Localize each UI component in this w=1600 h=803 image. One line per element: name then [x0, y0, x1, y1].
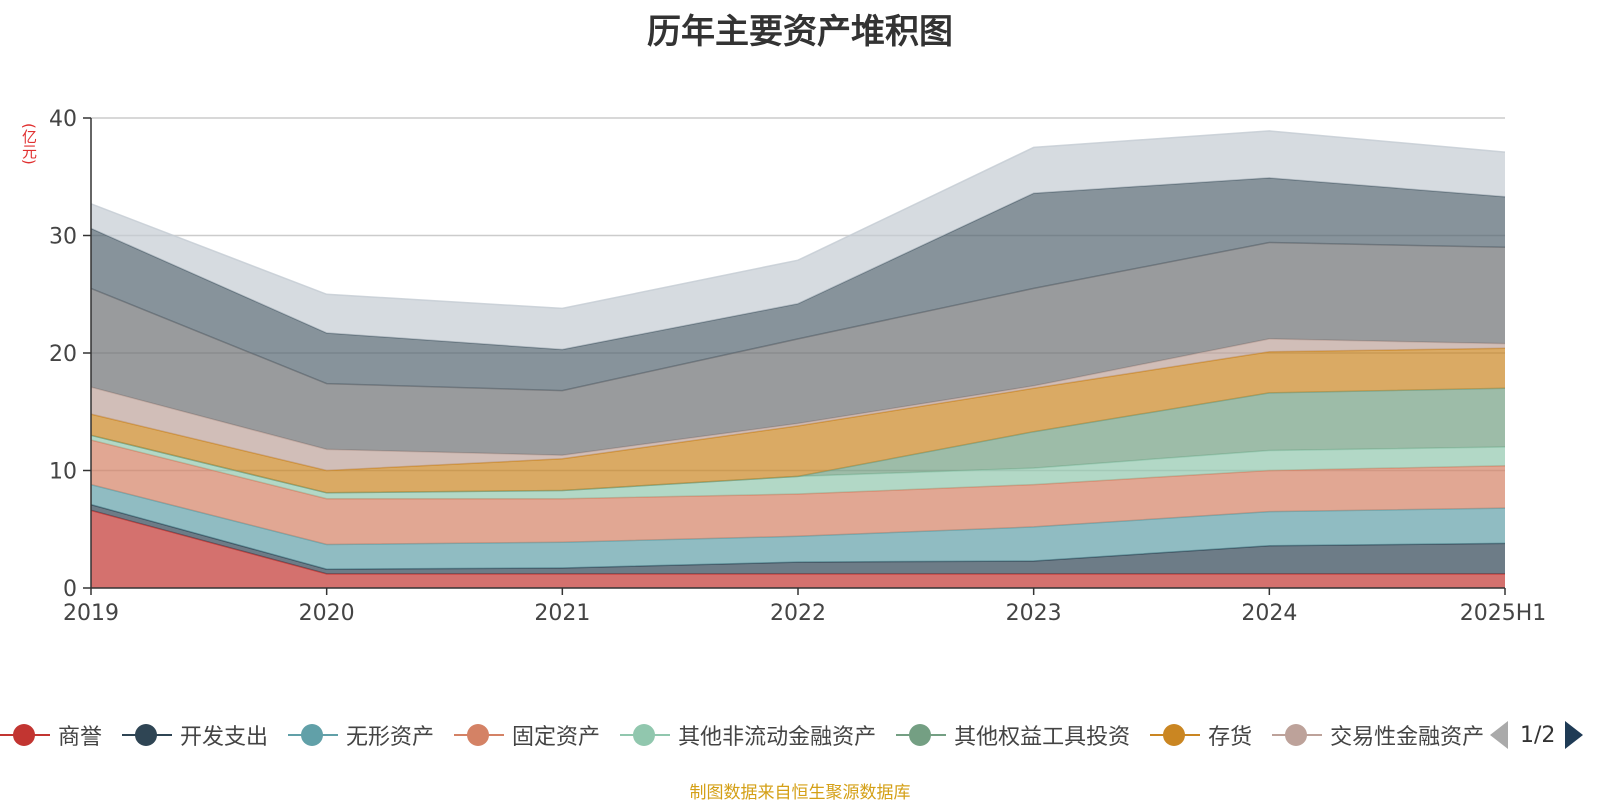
- legend-label: 开发支出: [180, 725, 269, 750]
- legend-label: 其他非流动金融资产: [678, 725, 877, 750]
- legend: 商誉 开发支出 无形资产 固定资产 其他非流动金融资产 其他权益工具投资 存货 交易性金融资产…: [0, 718, 1490, 752]
- y-tick-label: 30: [49, 225, 77, 250]
- area-其他权益工具投资: [91, 388, 1505, 493]
- x-tick-label: 2022: [770, 601, 826, 626]
- legend-label: 无形资产: [346, 725, 435, 750]
- legend-marker-icon: [1272, 723, 1323, 747]
- x-tick-label: 2019: [63, 601, 119, 626]
- stacked-area-chart: 0 10 20 30 40 2019 2020 2021 2022 2023 2024 2025H1: [49, 107, 1546, 626]
- x-tick-label: 2025H1: [1460, 601, 1547, 626]
- x-tick-label: 2024: [1241, 601, 1297, 626]
- area-固定资产: [91, 440, 1505, 545]
- area-货币资金: [91, 177, 1505, 391]
- area-其他非流动金融资产: [91, 435, 1505, 499]
- area-商誉: [91, 510, 1505, 588]
- y-tick-label: 20: [49, 342, 77, 367]
- legend-marker-icon: [0, 723, 50, 747]
- legend-marker-icon: [896, 723, 947, 747]
- area-应收账款: [91, 130, 1505, 350]
- legend-marker-icon: [122, 723, 173, 747]
- legend-item[interactable]: 其他权益工具投资: [896, 718, 1130, 752]
- legend-next-page-icon[interactable]: [1565, 721, 1584, 749]
- legend-item[interactable]: 存货: [1150, 718, 1252, 752]
- x-tick-label: 2023: [1006, 601, 1062, 626]
- legend-label: 固定资产: [512, 725, 601, 750]
- y-tick-label: 40: [49, 107, 77, 132]
- legend-item[interactable]: 开发支出: [122, 718, 268, 752]
- y-tick-label: 0: [63, 577, 77, 602]
- legend-item[interactable]: 其他非流动金融资产: [620, 718, 876, 752]
- axes: 0 10 20 30 40 2019 2020 2021 2022 2023 2024 2025H1: [49, 107, 1546, 626]
- area-长期股权投资: [91, 242, 1505, 456]
- legend-marker-icon: [620, 723, 671, 747]
- y-tick-label: 10: [49, 460, 77, 485]
- area-开发支出: [91, 504, 1505, 574]
- area-存货: [91, 348, 1505, 493]
- legend-marker-icon: [288, 723, 339, 747]
- legend-pager: 1/2: [1490, 718, 1600, 752]
- legend-label: 交易性金融资产: [1330, 725, 1485, 750]
- legend-item[interactable]: 商誉: [0, 718, 102, 752]
- legend-label: 商誉: [58, 725, 103, 750]
- source-note: 制图数据来自恒生聚源数据库: [689, 783, 911, 803]
- x-tick-label: 2021: [534, 601, 590, 626]
- area-series-layer: [90, 130, 1506, 588]
- legend-item[interactable]: 无形资产: [288, 718, 434, 752]
- y-axis-unit-label: (亿元): [20, 123, 38, 165]
- area-无形资产: [91, 484, 1505, 570]
- legend-label: 存货: [1208, 725, 1253, 750]
- legend-prev-page-icon[interactable]: [1490, 721, 1508, 749]
- legend-marker-icon: [1150, 723, 1201, 747]
- area-line-应收账款: [90, 130, 1506, 310]
- legend-marker-icon: [454, 723, 505, 747]
- legend-page-indicator: 1/2: [1520, 722, 1556, 748]
- chart-title: 历年主要资产堆积图: [647, 12, 953, 52]
- x-tick-label: 2020: [299, 601, 355, 626]
- legend-item[interactable]: 交易性金融资产: [1272, 718, 1484, 752]
- legend-label: 其他权益工具投资: [954, 725, 1131, 750]
- legend-item[interactable]: 固定资产: [454, 718, 600, 752]
